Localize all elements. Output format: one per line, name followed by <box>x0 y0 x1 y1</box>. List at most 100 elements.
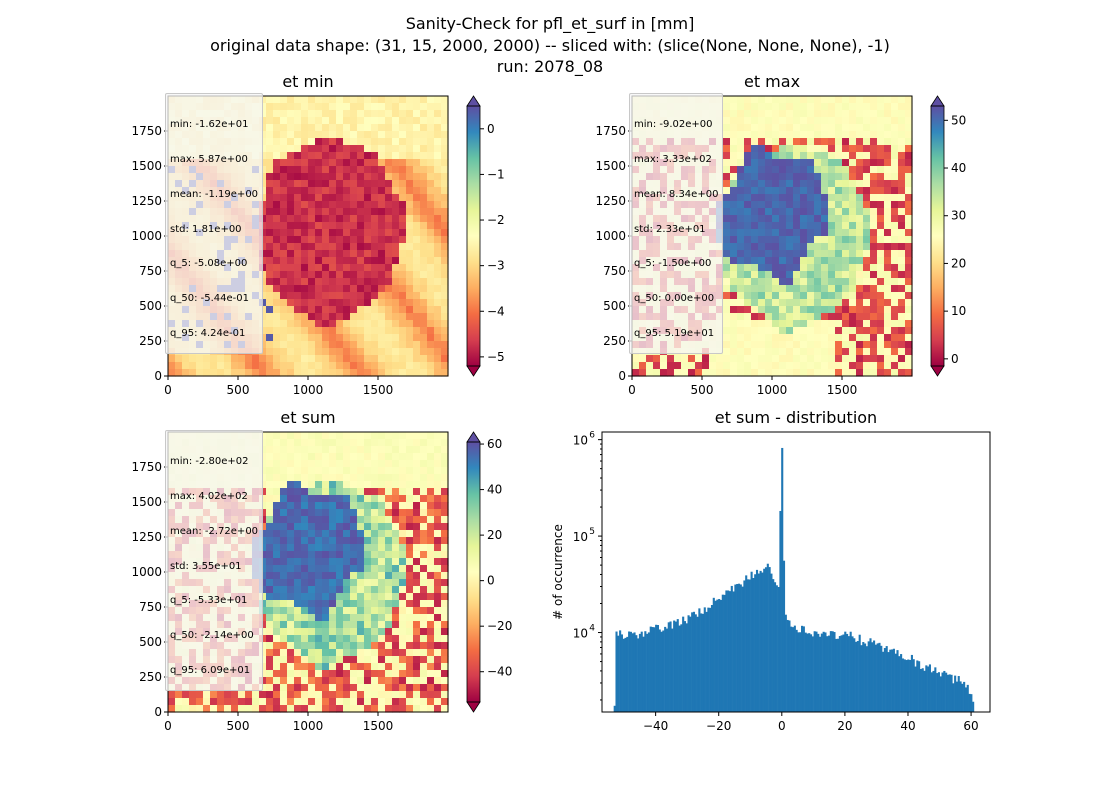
heatmap-cell <box>779 222 787 230</box>
heatmap-cell <box>898 306 906 314</box>
heatmap-cell <box>315 166 323 174</box>
heatmap-cell <box>266 621 274 629</box>
heatmap-cell <box>772 187 780 195</box>
heatmap-cell <box>765 159 773 167</box>
heatmap-cell <box>723 285 731 293</box>
heatmap-cell <box>856 166 864 174</box>
heatmap-cell <box>737 166 745 174</box>
heatmap-cell <box>364 194 372 202</box>
heatmap-cell <box>807 285 815 293</box>
heatmap-cell <box>413 243 421 251</box>
heatmap-cell <box>280 124 288 132</box>
heatmap-cell <box>891 187 899 195</box>
heatmap-cell <box>392 96 400 104</box>
heatmap-cell <box>371 516 379 524</box>
heatmap-cell <box>779 327 787 335</box>
heatmap-cell <box>828 320 836 328</box>
heatmap-cell <box>273 124 281 132</box>
heatmap-cell <box>350 222 358 230</box>
heatmap-cell <box>744 110 752 118</box>
heatmap-cell <box>273 474 281 482</box>
heatmap-cell <box>884 278 892 286</box>
heatmap-cell <box>350 208 358 216</box>
heatmap-cell <box>378 285 386 293</box>
heatmap-cell <box>357 593 365 601</box>
heatmap-cell <box>378 327 386 335</box>
heatmap-cell <box>786 243 794 251</box>
heatmap-cell <box>385 684 393 692</box>
heatmap-cell <box>378 320 386 328</box>
heatmap-cell <box>399 355 407 363</box>
heatmap-cell <box>392 166 400 174</box>
heatmap-cell <box>385 663 393 671</box>
heatmap-cell <box>765 369 773 377</box>
colorbar-frame <box>466 105 481 367</box>
heatmap-cell <box>420 509 428 517</box>
heatmap-cell <box>231 705 239 713</box>
heatmap-cell <box>343 362 351 370</box>
heatmap-cell <box>343 369 351 377</box>
heatmap-cell <box>308 628 316 636</box>
heatmap-cell <box>779 208 787 216</box>
heatmap-cell <box>870 327 878 335</box>
heatmap-cell <box>343 306 351 314</box>
heatmap-cell <box>266 215 274 223</box>
heatmap-cell <box>350 614 358 622</box>
heatmap-cell <box>308 635 316 643</box>
heatmap-cell <box>793 117 801 125</box>
heatmap-cell <box>364 229 372 237</box>
heatmap-cell <box>378 362 386 370</box>
heatmap-cell <box>751 250 759 258</box>
heatmap-cell <box>378 103 386 111</box>
heatmap-cell <box>653 362 661 370</box>
heatmap-cell <box>287 292 295 300</box>
heatmap-cell <box>371 166 379 174</box>
heatmap-cell <box>427 229 435 237</box>
heatmap-cell <box>842 355 850 363</box>
heatmap-cell <box>779 215 787 223</box>
heatmap-cell <box>294 467 302 475</box>
heatmap-cell <box>758 138 766 146</box>
heatmap-cell <box>863 341 871 349</box>
heatmap-cell <box>385 180 393 188</box>
heatmap-cell <box>301 369 309 377</box>
heatmap-cell <box>287 173 295 181</box>
heatmap-cell <box>217 362 225 370</box>
heatmap-cell <box>835 334 843 342</box>
histogram-bar <box>700 613 703 712</box>
heatmap-cell <box>420 138 428 146</box>
heatmap-cell <box>751 152 759 160</box>
heatmap-cell <box>730 236 738 244</box>
heatmap-cell <box>849 341 857 349</box>
heatmap-cell <box>884 222 892 230</box>
heatmap-cell <box>758 180 766 188</box>
heatmap-cell <box>814 348 822 356</box>
heatmap-cell <box>863 299 871 307</box>
heatmap-cell <box>406 215 414 223</box>
heatmap-cell <box>273 600 281 608</box>
heatmap-cell <box>772 306 780 314</box>
heatmap-cell <box>336 677 344 685</box>
heatmap-cell <box>723 341 731 349</box>
heatmap-cell <box>765 250 773 258</box>
heatmap-cell <box>315 236 323 244</box>
heatmap-cell <box>863 208 871 216</box>
heatmap-cell <box>441 467 449 475</box>
heatmap-cell <box>280 180 288 188</box>
heatmap-cell <box>287 649 295 657</box>
heatmap-cell <box>371 509 379 517</box>
heatmap-cell <box>371 565 379 573</box>
heatmap-cell <box>301 257 309 265</box>
heatmap-cell <box>434 663 442 671</box>
heatmap-cell <box>737 131 745 139</box>
heatmap-cell <box>329 243 337 251</box>
heatmap-cell <box>793 355 801 363</box>
heatmap-cell <box>385 621 393 629</box>
heatmap-cell <box>737 369 745 377</box>
heatmap-cell <box>301 439 309 447</box>
heatmap-cell <box>322 509 330 517</box>
heatmap-cell <box>898 180 906 188</box>
heatmap-cell <box>413 250 421 258</box>
heatmap-cell <box>350 369 358 377</box>
heatmap-cell <box>884 327 892 335</box>
